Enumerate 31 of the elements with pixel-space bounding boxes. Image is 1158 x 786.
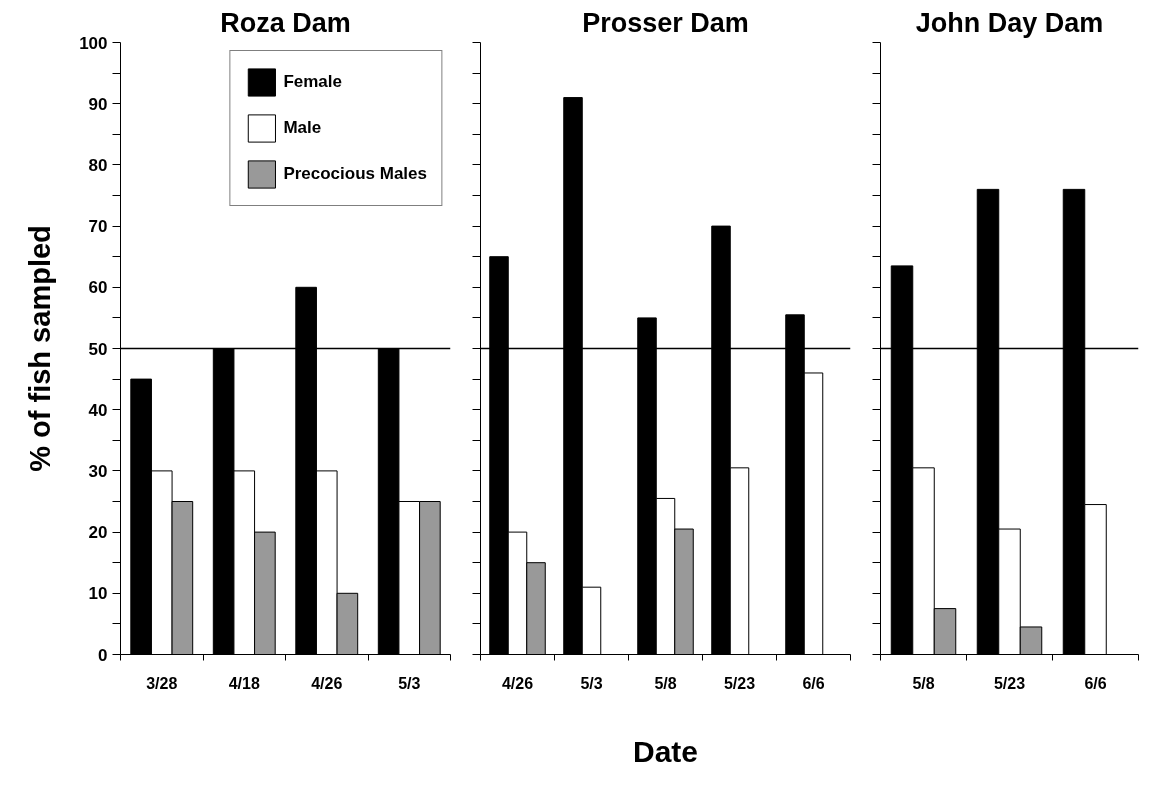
chart-title: John Day Dam	[915, 7, 1104, 38]
x-tick-label: 4/26	[501, 674, 534, 692]
legend-label: Precocious Males	[283, 164, 427, 184]
legend-label: Male	[283, 118, 322, 138]
y-tick-label: 30	[88, 461, 108, 481]
y-tick-label: 50	[88, 339, 108, 359]
y-tick-label: 90	[88, 94, 108, 114]
y-tick-label: 70	[88, 217, 108, 237]
y-tick-label: 20	[88, 523, 108, 543]
x-tick-label: 4/26	[311, 674, 343, 692]
x-tick-label: 5/8	[912, 674, 935, 692]
x-tick-label: 3/28	[146, 674, 178, 692]
y-axis-title: % of fish sampled	[24, 225, 57, 472]
y-tick-label: 0	[98, 645, 108, 665]
y-tick-label: 80	[88, 155, 108, 175]
x-tick-label: 5/23	[993, 674, 1026, 692]
x-axis-title: Date	[632, 734, 699, 768]
x-tick-label: 6/6	[802, 674, 825, 692]
x-tick-label: 5/3	[398, 674, 421, 692]
y-tick-label: 40	[88, 400, 108, 420]
chart-title: Prosser Dam	[582, 7, 749, 38]
x-tick-label: 6/6	[1084, 674, 1107, 692]
x-tick-label: 5/23	[723, 674, 756, 692]
chart-title: Roza Dam	[220, 7, 351, 38]
legend-label: Female	[283, 72, 342, 92]
y-tick-label: 60	[88, 278, 108, 298]
y-tick-label: 100	[79, 33, 108, 53]
x-tick-label: 4/18	[228, 674, 260, 692]
x-tick-label: 5/3	[580, 674, 603, 692]
y-tick-label: 10	[88, 584, 108, 604]
x-tick-label: 5/8	[654, 674, 677, 692]
